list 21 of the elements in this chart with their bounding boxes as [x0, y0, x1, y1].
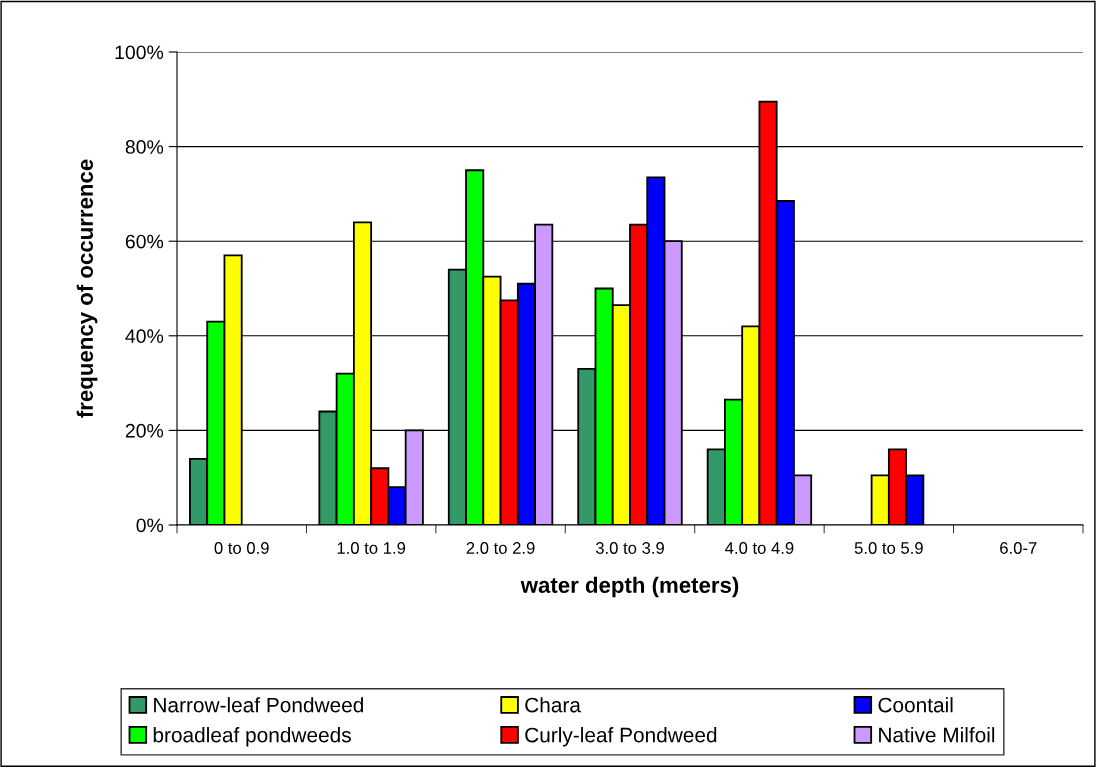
- y-tick-label: 40%: [125, 329, 164, 344]
- x-tick-label: 1.0 to 1.9: [337, 542, 406, 554]
- x-tick-label: 4.0 to 4.9: [725, 542, 794, 554]
- y-tick-label: 100%: [115, 45, 164, 60]
- y-tick-label: 80%: [125, 140, 164, 154]
- legend-label: Native Milfoil: [879, 727, 995, 743]
- x-tick-label: 2.0 to 2.9: [466, 542, 535, 554]
- y-tick-label: 20%: [125, 423, 164, 438]
- x-tick-label: 6.0-7: [1000, 542, 1037, 554]
- legend-label: Curly-leaf Pondweed: [525, 727, 717, 747]
- legend-label: Chara: [525, 697, 581, 713]
- x-axis-title: water depth (meters): [520, 576, 739, 598]
- legend-label: Narrow-leaf Pondweed: [154, 697, 363, 713]
- y-axis-title: frequency of occurrence: [76, 159, 98, 418]
- y-tick-label: 60%: [125, 234, 164, 249]
- y-tick-label: 0%: [136, 518, 164, 533]
- legend-label: broadleaf pondweeds: [153, 727, 351, 747]
- x-tick-label: 0 to 0.9: [214, 542, 269, 554]
- x-tick-label: 3.0 to 3.9: [595, 542, 664, 554]
- x-tick-label: 5.0 to 5.9: [854, 542, 923, 554]
- legend-label: Coontail: [878, 697, 953, 713]
